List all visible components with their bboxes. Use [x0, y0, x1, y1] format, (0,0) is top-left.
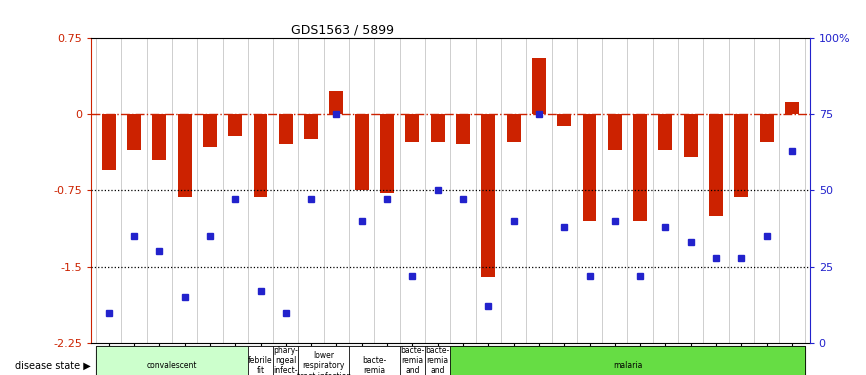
FancyBboxPatch shape — [248, 346, 273, 375]
Bar — [101, 114, 115, 170]
Bar — [456, 114, 470, 144]
Bar — [254, 114, 268, 198]
Bar — [430, 114, 444, 142]
Bar — [152, 114, 166, 160]
Bar — [178, 114, 191, 198]
Bar — [734, 114, 748, 198]
Bar — [304, 114, 318, 140]
FancyBboxPatch shape — [425, 346, 450, 375]
Bar — [380, 114, 394, 194]
Text: convalescent: convalescent — [146, 361, 197, 370]
FancyBboxPatch shape — [450, 346, 805, 375]
Text: febrile
fit: febrile fit — [249, 356, 273, 375]
Text: bacte-
remia
and
menin-: bacte- remia and menin- — [399, 346, 426, 375]
Text: disease state ▶: disease state ▶ — [16, 361, 91, 371]
Bar — [203, 114, 216, 147]
Bar — [405, 114, 419, 142]
Bar — [608, 114, 622, 150]
Bar — [355, 114, 369, 190]
FancyBboxPatch shape — [349, 346, 400, 375]
Bar — [785, 102, 799, 114]
FancyBboxPatch shape — [273, 346, 299, 375]
Text: bacte-
remia: bacte- remia — [362, 356, 386, 375]
Title: GDS1563 / 5899: GDS1563 / 5899 — [291, 23, 394, 36]
Bar — [229, 114, 242, 136]
FancyBboxPatch shape — [299, 346, 349, 375]
Bar — [709, 114, 723, 216]
Bar — [557, 114, 572, 126]
FancyBboxPatch shape — [96, 346, 248, 375]
Bar — [127, 114, 141, 150]
Bar — [759, 114, 773, 142]
Bar — [633, 114, 647, 221]
Bar — [658, 114, 672, 150]
FancyBboxPatch shape — [400, 346, 425, 375]
Bar — [279, 114, 293, 144]
Text: phary-
ngeal
infect-
ion: phary- ngeal infect- ion — [274, 346, 298, 375]
Bar — [583, 114, 597, 221]
Bar — [329, 92, 344, 114]
Bar — [481, 114, 495, 277]
Text: bacte-
remia
and
malari: bacte- remia and malari — [425, 346, 450, 375]
Bar — [684, 114, 698, 157]
Text: malaria: malaria — [613, 361, 643, 370]
Text: lower
respiratory
tract infection: lower respiratory tract infection — [297, 351, 351, 375]
Bar — [532, 58, 546, 114]
Bar — [507, 114, 520, 142]
FancyBboxPatch shape — [96, 346, 805, 375]
